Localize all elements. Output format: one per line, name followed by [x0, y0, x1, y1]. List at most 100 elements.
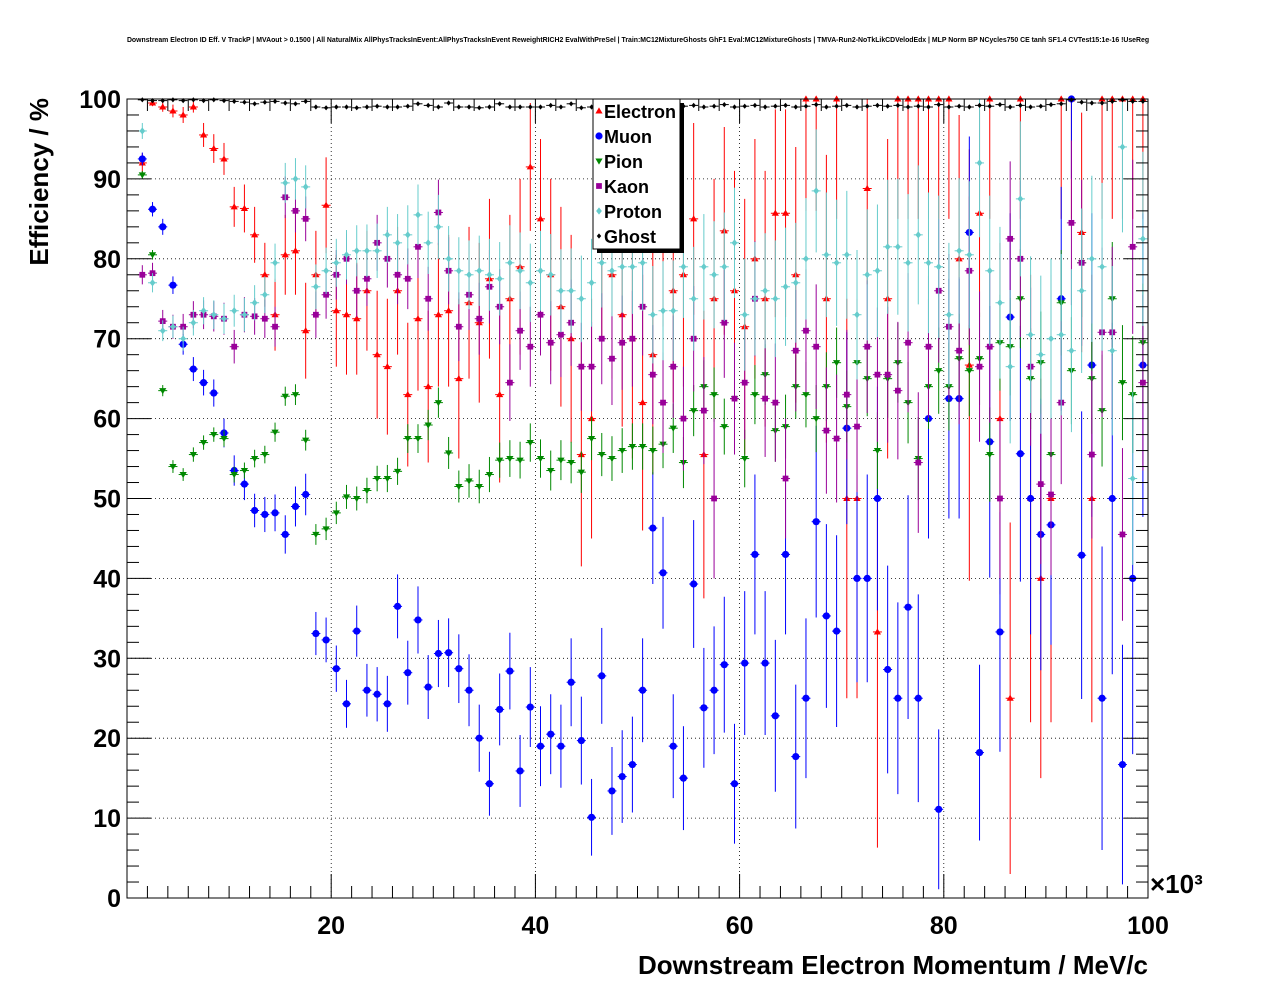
pion-marker — [628, 444, 636, 451]
muon-marker — [598, 672, 606, 680]
muon-marker — [302, 490, 310, 499]
muon-marker — [404, 669, 412, 677]
kaon-point — [607, 312, 617, 406]
pion-marker — [251, 456, 259, 463]
ghost-marker — [895, 102, 901, 108]
pion-marker — [393, 468, 402, 475]
electron-marker — [404, 391, 412, 398]
electron-marker — [169, 107, 177, 114]
kaon-marker — [231, 343, 238, 350]
proton-point — [209, 300, 219, 330]
ghost-marker — [967, 104, 972, 110]
proton-point — [883, 179, 893, 314]
proton-marker — [221, 315, 227, 323]
proton-marker — [1088, 255, 1095, 263]
pion-marker — [138, 172, 146, 179]
muon-point — [362, 663, 372, 717]
pion-marker — [1118, 380, 1127, 387]
kaon-marker — [803, 327, 809, 334]
muon-point — [474, 704, 484, 772]
proton-point — [362, 224, 372, 278]
proton-point — [1097, 182, 1107, 351]
proton-point — [290, 158, 300, 200]
proton-point — [750, 242, 760, 356]
pion-point — [239, 462, 249, 479]
ghost-marker — [824, 104, 829, 110]
muon-point — [137, 152, 147, 166]
ghost-point — [464, 104, 474, 110]
kaon-marker — [578, 363, 585, 370]
ghost-marker — [946, 104, 952, 110]
ghost-point — [985, 103, 995, 109]
kaon-marker — [261, 315, 268, 322]
kaon-marker — [1119, 531, 1126, 538]
muon-marker — [1108, 494, 1116, 503]
muon-point — [852, 474, 862, 683]
ghost-point — [1128, 98, 1138, 104]
proton-marker — [721, 263, 728, 271]
legend-box — [592, 98, 681, 250]
muon-marker — [1026, 494, 1035, 503]
pion-point — [985, 407, 995, 502]
proton-marker — [323, 267, 329, 275]
muon-marker — [679, 774, 688, 782]
muon-point — [484, 751, 494, 816]
pion-point — [301, 429, 311, 451]
proton-point — [781, 227, 791, 346]
proton-point — [454, 237, 464, 305]
pion-point — [280, 386, 290, 406]
muon-marker — [475, 734, 483, 742]
pion-marker — [587, 436, 596, 443]
legend-proton-marker — [596, 207, 602, 215]
ghost-point — [760, 104, 770, 110]
pion-marker — [567, 460, 575, 467]
electron-marker — [1098, 95, 1106, 102]
proton-point — [525, 243, 535, 322]
proton-marker — [425, 239, 432, 247]
muon-marker — [1016, 450, 1024, 458]
ghost-point — [740, 103, 750, 109]
pion-point — [342, 484, 352, 509]
pion-point — [546, 450, 556, 491]
kaon-point — [1128, 159, 1138, 334]
pion-marker — [189, 452, 197, 459]
electron-point — [219, 142, 229, 175]
pion-point — [137, 170, 147, 179]
pion-marker — [342, 494, 351, 501]
electron-point — [433, 242, 443, 387]
ghost-marker — [466, 104, 472, 110]
muon-marker — [271, 509, 279, 517]
ghost-point — [403, 103, 413, 109]
ghost-point — [270, 98, 280, 104]
pion-point — [250, 449, 260, 468]
pion-marker — [383, 476, 391, 483]
kaon-point — [842, 329, 852, 460]
proton-point — [393, 214, 403, 272]
pion-marker — [935, 368, 943, 375]
pion-marker — [434, 400, 443, 407]
kaon-marker — [956, 347, 962, 354]
proton-point — [546, 234, 556, 316]
ghost-point — [821, 104, 831, 110]
proton-point — [433, 194, 443, 259]
ghost-marker — [395, 104, 400, 110]
electron-marker — [291, 247, 300, 254]
muon-point — [648, 472, 658, 584]
muon-point — [301, 473, 311, 516]
legend-entry-proton: Proton — [596, 202, 662, 222]
proton-marker — [241, 311, 248, 319]
muon-point — [1015, 325, 1025, 582]
axis-ticks: 20 40 60 80 100 0 10 20 30 40 50 60 70 80 90 100 — [79, 86, 1169, 940]
electron-point — [801, 95, 811, 211]
ghost-marker — [865, 103, 870, 109]
muon-marker — [914, 694, 922, 702]
proton-point — [576, 255, 586, 342]
kaon-point — [678, 366, 688, 471]
proton-marker — [149, 279, 156, 287]
proton-marker — [1140, 235, 1146, 243]
muon-marker — [577, 736, 585, 745]
muon-marker — [873, 494, 882, 503]
pion-marker — [812, 416, 820, 423]
muon-marker — [761, 659, 769, 667]
muon-point — [678, 726, 688, 831]
